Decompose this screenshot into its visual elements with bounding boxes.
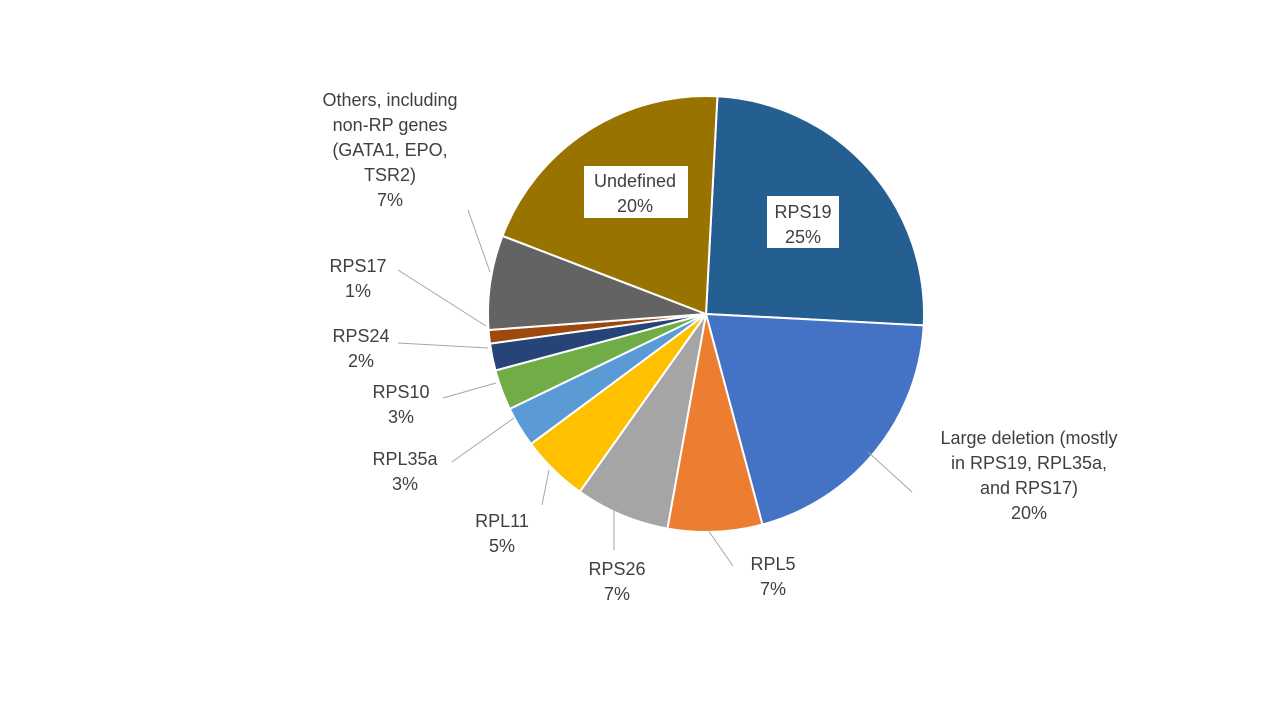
slice-category-label: RPL5 xyxy=(750,554,795,574)
slice-category-label: RPS26 xyxy=(588,559,645,579)
slice-value-label: 2% xyxy=(348,351,374,371)
leader-lines xyxy=(397,209,913,567)
slice-category-label: Large deletion (mostly xyxy=(940,428,1117,448)
leader-line-5 xyxy=(541,469,550,506)
slice-value-label: 20% xyxy=(1011,503,1047,523)
leader-line-2 xyxy=(867,451,913,493)
slice-category-label: in RPS19, RPL35a, xyxy=(951,453,1107,473)
slice-category-label: RPS10 xyxy=(372,382,429,402)
pie-slices xyxy=(487,95,925,533)
slice-label-9: RPS17 1% xyxy=(329,256,386,301)
slice-value-label: 5% xyxy=(489,536,515,556)
slice-value-label: 7% xyxy=(604,584,630,604)
slice-category-label: RPL35a xyxy=(372,449,438,469)
slice-category-label: non-RP genes xyxy=(333,115,448,135)
slice-value-label: 7% xyxy=(377,190,403,210)
slice-category-label: Undefined xyxy=(594,171,676,191)
slice-label-7: RPS10 3% xyxy=(372,382,429,427)
slice-labels: RPS19 25% Large deletion (mostly in RPS19, … xyxy=(322,90,1117,604)
slice-value-label: 20% xyxy=(617,196,653,216)
slice-category-label: RPS19 xyxy=(774,202,831,222)
leader-line-3 xyxy=(707,529,734,567)
slice-label-10: Others, including non-RP genes (GATA1, EPO… xyxy=(322,90,457,210)
label-box-11 xyxy=(584,166,688,218)
leader-line-10 xyxy=(467,209,491,273)
slice-category-label: RPL11 xyxy=(475,511,529,531)
slice-label-5: RPL11 5% xyxy=(475,511,529,556)
slice-category-label: Others, including xyxy=(322,90,457,110)
pie-slice-2 xyxy=(704,312,925,526)
slice-value-label: 3% xyxy=(392,474,418,494)
slice-category-label: TSR2) xyxy=(364,165,416,185)
slice-label-11: Undefined 20% xyxy=(594,171,676,216)
slice-value-label: 3% xyxy=(388,407,414,427)
slice-category-label: RPS24 xyxy=(332,326,389,346)
leader-line-8 xyxy=(397,342,489,349)
slice-label-3: RPL5 7% xyxy=(750,554,795,599)
leader-line-7 xyxy=(442,382,497,399)
slice-label-2: Large deletion (mostly in RPS19, RPL35a, a… xyxy=(940,428,1117,523)
slice-value-label: 7% xyxy=(760,579,786,599)
slice-label-6: RPL35a 3% xyxy=(372,449,438,494)
slice-label-4: RPS26 7% xyxy=(588,559,645,604)
label-box-1 xyxy=(767,196,839,248)
slice-value-label: 1% xyxy=(345,281,371,301)
slice-category-label: and RPS17) xyxy=(980,478,1078,498)
slice-value-label: 25% xyxy=(785,227,821,247)
slice-label-8: RPS24 2% xyxy=(332,326,389,371)
slice-label-1: RPS19 25% xyxy=(774,202,831,247)
slice-category-label: RPS17 xyxy=(329,256,386,276)
slice-category-label: (GATA1, EPO, xyxy=(332,140,447,160)
leader-line-9 xyxy=(397,269,487,327)
leader-line-6 xyxy=(451,417,515,463)
